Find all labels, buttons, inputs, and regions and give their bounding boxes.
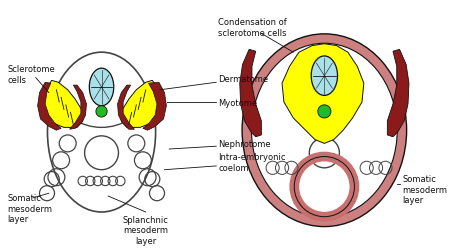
Text: Somatic
mesoderm
layer: Somatic mesoderm layer — [402, 175, 447, 204]
Text: Myotome: Myotome — [218, 98, 257, 107]
Polygon shape — [282, 44, 364, 144]
Polygon shape — [70, 86, 86, 130]
Text: Dermatome: Dermatome — [218, 75, 268, 84]
Text: Intra-embryonic
coelom: Intra-embryonic coelom — [218, 153, 286, 172]
Polygon shape — [143, 83, 166, 131]
Polygon shape — [387, 50, 409, 137]
Circle shape — [96, 106, 107, 118]
Text: Nephrotome: Nephrotome — [218, 139, 271, 148]
Polygon shape — [240, 50, 261, 137]
Ellipse shape — [311, 57, 338, 96]
Text: Splanchnic
mesoderm
layer: Splanchnic mesoderm layer — [123, 215, 169, 245]
Circle shape — [318, 106, 331, 118]
Text: Condensation of
sclerotome cells: Condensation of sclerotome cells — [218, 18, 287, 38]
Text: Sclerotome
cells: Sclerotome cells — [8, 65, 55, 84]
Polygon shape — [38, 83, 61, 131]
Text: Somatic
mesoderm
layer: Somatic mesoderm layer — [8, 194, 53, 223]
Polygon shape — [117, 86, 135, 130]
Polygon shape — [42, 81, 83, 128]
Ellipse shape — [252, 44, 397, 217]
Ellipse shape — [89, 69, 114, 106]
Ellipse shape — [242, 35, 407, 227]
Polygon shape — [122, 81, 162, 128]
